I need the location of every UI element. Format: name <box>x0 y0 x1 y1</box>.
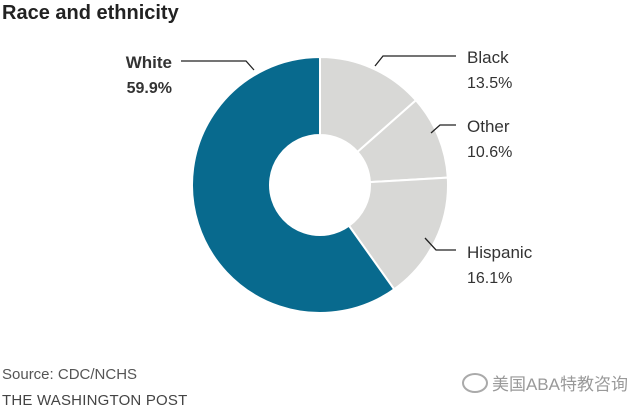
slice-labels: White 59.9% Black 13.5% Other 10.6% Hisp… <box>126 48 533 287</box>
slice-hispanic <box>347 176 449 291</box>
leader-line-hispanic <box>424 237 456 251</box>
watermark: 美国ABA特教咨询 <box>461 370 628 395</box>
leader-line-other <box>430 124 456 134</box>
chart-title: Race and ethnicity <box>2 2 179 24</box>
label-black-name: Black <box>467 48 509 67</box>
label-hispanic-name: Hispanic <box>467 243 533 262</box>
label-black-value: 13.5% <box>467 75 512 92</box>
label-hispanic-value: 16.1% <box>467 270 512 287</box>
leader-line-black <box>374 55 456 67</box>
slice-white <box>191 55 396 314</box>
leader-line-white <box>181 60 255 71</box>
leader-lines <box>181 55 456 251</box>
donut-slices <box>191 55 449 314</box>
label-white-value: 59.9% <box>127 80 172 97</box>
publisher-credit: THE WASHINGTON POST <box>2 392 188 409</box>
source-note: Source: CDC/NCHS <box>2 366 138 383</box>
label-other-name: Other <box>467 117 510 136</box>
watermark-text: 美国ABA特教咨询 <box>491 375 628 394</box>
wechat-icon <box>461 372 488 393</box>
label-white-name: White <box>126 53 172 72</box>
label-other-value: 10.6% <box>467 144 512 161</box>
